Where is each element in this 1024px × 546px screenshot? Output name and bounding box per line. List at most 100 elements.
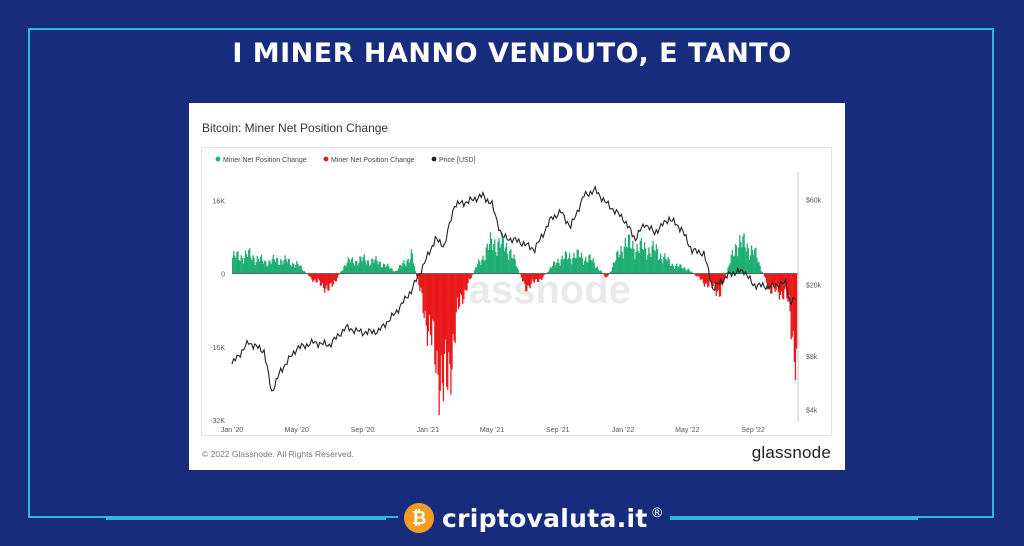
net-position-bar (379, 261, 381, 274)
price-line (231, 184, 797, 392)
net-position-bar (233, 251, 235, 274)
net-position-bar (332, 273, 334, 285)
net-position-bar (628, 234, 631, 274)
net-position-bar (485, 247, 487, 274)
net-position-bar (517, 269, 519, 274)
net-position-bar (307, 273, 310, 276)
net-position-bar (757, 262, 759, 274)
net-position-bar (244, 250, 247, 274)
net-position-bar (304, 272, 307, 274)
net-position-bar (781, 273, 784, 299)
net-position-bar (267, 265, 269, 274)
net-position-bar (391, 268, 393, 274)
net-position-bar (716, 273, 718, 292)
net-position-bar (479, 261, 481, 274)
net-position-bar (456, 273, 458, 298)
net-position-bar (540, 273, 542, 280)
net-position-bar (584, 260, 586, 274)
net-position-bar (462, 273, 464, 305)
net-position-bar (787, 273, 789, 302)
x-tick-label: May '22 (675, 427, 699, 434)
net-position-bar (544, 273, 546, 275)
net-position-bar (378, 261, 380, 274)
net-position-bar (636, 243, 638, 274)
net-position-bar (284, 255, 286, 274)
net-position-bar (342, 270, 344, 274)
net-position-bar (683, 267, 685, 274)
net-position-bar (579, 257, 582, 274)
y-right-tick-label: $8k (806, 354, 818, 361)
net-position-bar (470, 273, 472, 278)
net-position-bar (358, 262, 360, 274)
net-position-bar (463, 273, 465, 300)
net-position-bar (501, 232, 503, 274)
net-position-bar (436, 273, 438, 351)
net-position-bar (539, 273, 541, 280)
net-position-bar (621, 251, 623, 274)
net-position-bar (467, 273, 469, 284)
net-position-bar (352, 263, 355, 274)
net-position-bar (562, 259, 564, 274)
net-position-bar (532, 273, 534, 282)
net-position-bar (641, 248, 644, 274)
net-position-bar (766, 273, 769, 290)
net-position-bar (712, 273, 714, 286)
net-position-bar (505, 242, 508, 274)
net-position-bar (280, 259, 282, 274)
net-position-bar (744, 247, 746, 274)
net-position-bar (318, 273, 320, 281)
net-position-bar (314, 273, 316, 280)
net-position-bar (747, 248, 750, 274)
net-position-bar (692, 272, 694, 274)
net-position-bar (567, 257, 570, 274)
net-position-bar (387, 263, 389, 274)
net-position-bar (624, 237, 626, 274)
net-position-bar (723, 273, 725, 283)
x-tick-label: Sep '20 (351, 427, 375, 434)
net-position-bar (252, 255, 254, 274)
net-position-bar (745, 251, 747, 274)
net-position-bar (271, 259, 273, 274)
net-position-bar (578, 257, 580, 274)
net-position-bar (509, 250, 511, 274)
net-position-bar (590, 260, 592, 274)
net-position-bar (371, 258, 373, 274)
net-position-bar (362, 256, 364, 274)
net-position-bar (503, 251, 506, 274)
net-position-bar (398, 264, 401, 274)
net-position-bar (708, 273, 710, 287)
net-position-bar (451, 273, 453, 370)
net-position-bar (569, 253, 571, 274)
net-position-bar (511, 257, 513, 274)
net-position-bar (717, 273, 720, 290)
net-position-bar (475, 267, 478, 274)
copyright-text: © 2022 Glassnode. All Rights Reserved. (202, 449, 354, 459)
brand-name: criptovaluta.it (442, 503, 648, 533)
net-position-bar (329, 273, 331, 284)
net-position-bar (737, 256, 739, 274)
net-position-bar (429, 273, 432, 335)
net-position-bar (432, 273, 434, 320)
net-position-bar (516, 267, 518, 274)
net-position-bar (412, 263, 415, 274)
net-position-bar (322, 273, 325, 289)
net-position-bar (763, 273, 766, 277)
net-position-bar (685, 270, 687, 274)
net-position-bar (515, 266, 517, 274)
y-right-tick-label: $4k (806, 408, 818, 415)
net-position-bar (783, 273, 785, 300)
net-position-bar (617, 250, 619, 274)
net-position-bar (722, 273, 724, 282)
net-position-bar (241, 257, 243, 274)
net-position-bar (676, 263, 678, 274)
net-position-bar (551, 266, 554, 274)
net-position-bar (406, 260, 408, 274)
net-position-bar (598, 270, 601, 274)
net-position-bar (575, 258, 577, 274)
net-position-bar (257, 258, 259, 274)
net-position-bar (748, 259, 751, 274)
net-position-bar (688, 270, 691, 274)
net-position-bar (793, 273, 796, 362)
net-position-bar (695, 273, 697, 277)
net-position-bar (340, 271, 342, 274)
